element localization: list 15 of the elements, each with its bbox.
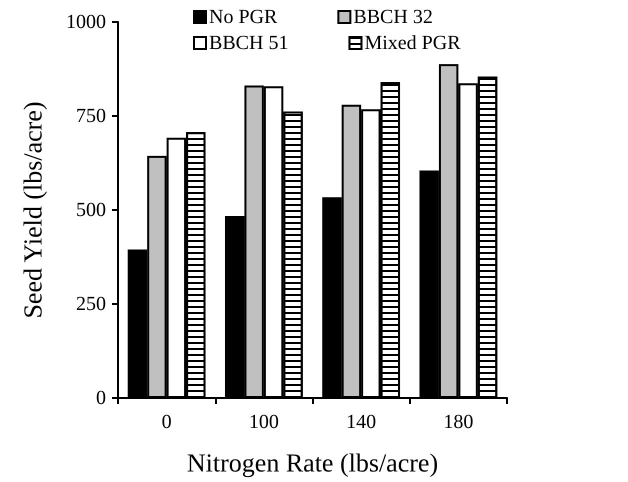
y-tick-label: 500 <box>76 199 106 221</box>
y-tick-label: 750 <box>76 105 106 127</box>
y-tick-label: 0 <box>96 387 106 409</box>
legend-label: BBCH 51 <box>209 32 288 54</box>
x-axis-title: Nitrogen Rate (lbs/acre) <box>186 448 438 478</box>
legend-label: Mixed PGR <box>364 32 462 54</box>
y-axis-title: Seed Yield (lbs/acre) <box>18 101 48 319</box>
x-tick-label: 0 <box>162 411 172 433</box>
y-tick-label: 1000 <box>66 11 106 33</box>
x-tick-label: 100 <box>248 411 279 433</box>
legend-label: No PGR <box>209 6 278 28</box>
x-tick-label: 180 <box>443 411 474 433</box>
x-tick-label: 140 <box>346 411 376 433</box>
y-tick-label: 250 <box>76 293 106 315</box>
legend-label: BBCH 32 <box>353 6 433 28</box>
